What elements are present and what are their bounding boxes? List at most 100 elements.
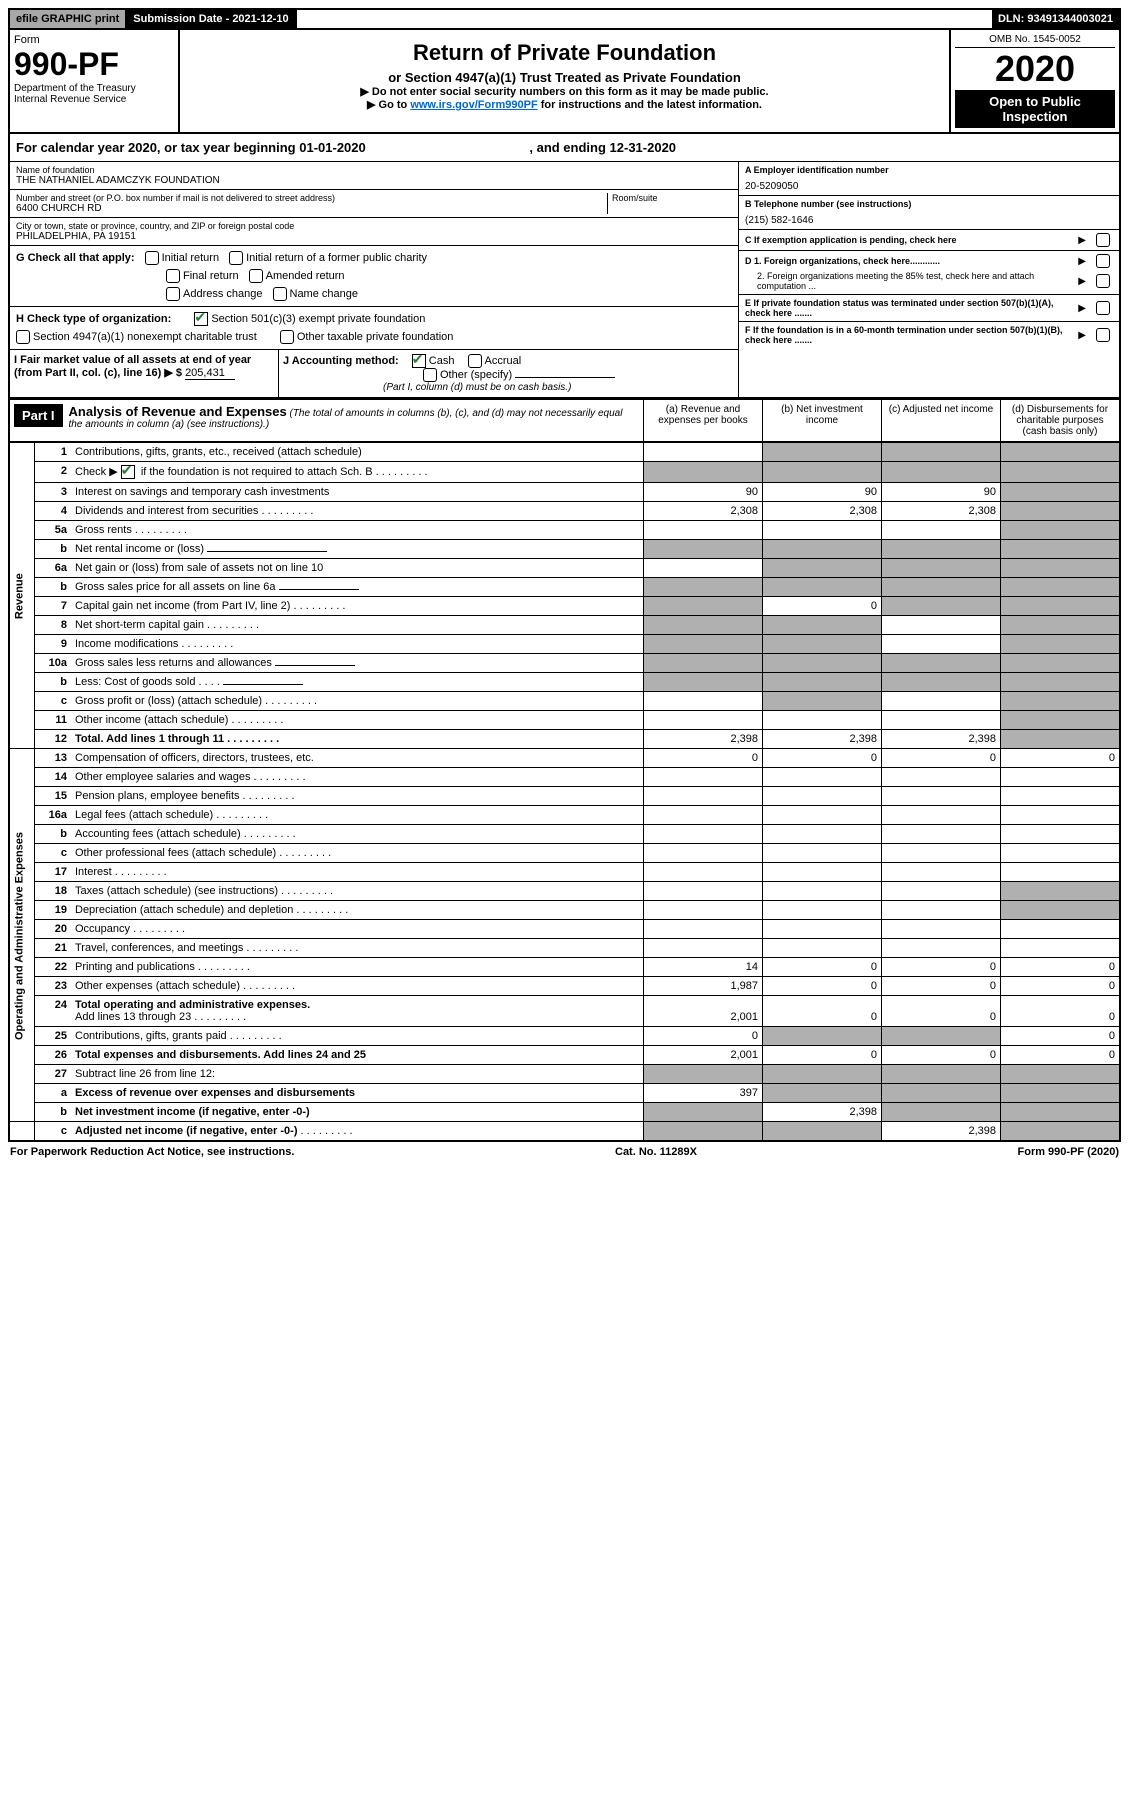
table-row: 11Other income (attach schedule) . . . .…: [9, 711, 1120, 730]
dots: . . . . . . . . .: [204, 619, 259, 631]
checkbox-501c3[interactable]: [194, 312, 208, 326]
other-method-input[interactable]: [515, 377, 615, 378]
c-label: C If exemption application is pending, c…: [745, 235, 1068, 245]
checkbox-d1[interactable]: [1096, 254, 1110, 268]
line-desc: Subtract line 26 from line 12:: [71, 1065, 644, 1084]
checkbox-e[interactable]: [1096, 301, 1110, 315]
checkbox-f[interactable]: [1096, 328, 1110, 342]
checkbox-exemption-pending[interactable]: [1096, 233, 1110, 247]
table-row: 12Total. Add lines 1 through 11 . . . . …: [9, 730, 1120, 749]
checkbox-initial-former[interactable]: [229, 251, 243, 265]
table-row: 4 Dividends and interest from securities…: [9, 502, 1120, 521]
line-num: 23: [35, 977, 72, 996]
checkbox-final-return[interactable]: [166, 269, 180, 283]
table-row: 10aGross sales less returns and allowanc…: [9, 654, 1120, 673]
table-row: cAdjusted net income (if negative, enter…: [9, 1122, 1120, 1142]
footer-left: For Paperwork Reduction Act Notice, see …: [10, 1146, 294, 1158]
spacer: [297, 16, 992, 22]
i-j-row: I Fair market value of all assets at end…: [10, 350, 738, 397]
r2-pre: Check ▶: [75, 466, 121, 478]
phone-label: B Telephone number (see instructions): [745, 199, 1113, 209]
input-5b[interactable]: [207, 551, 327, 552]
note-post: for instructions and the latest informat…: [538, 99, 762, 111]
submission-date-label: Submission Date - 2021-12-10: [127, 10, 296, 28]
cell-value: 0: [1001, 1027, 1121, 1046]
checkbox-other-method[interactable]: [423, 368, 437, 382]
line-desc: Net rental income or (loss): [71, 540, 644, 559]
checkbox-d2[interactable]: [1096, 274, 1110, 288]
efile-print-button[interactable]: efile GRAPHIC print: [10, 10, 127, 28]
line-desc: Gross sales price for all assets on line…: [71, 578, 644, 597]
line-num: 26: [35, 1046, 72, 1065]
revenue-side-label: Revenue: [9, 443, 35, 749]
cell-value: 0: [882, 977, 1001, 996]
cell-value: 0: [644, 749, 763, 768]
dots: . . . . . . . . .: [191, 1011, 246, 1023]
dots: . . . . . . . . .: [240, 980, 295, 992]
table-row: Operating and Administrative Expenses 13…: [9, 749, 1120, 768]
arrow-icon: ▶: [1078, 303, 1086, 314]
input-10b[interactable]: [223, 684, 303, 685]
checkbox-amended-return[interactable]: [249, 269, 263, 283]
input-10a[interactable]: [275, 665, 355, 666]
cell-value: 0: [1001, 977, 1121, 996]
part1-header-row: Part I Analysis of Revenue and Expenses …: [8, 399, 1121, 442]
line-num: 10a: [35, 654, 72, 673]
line-num: c: [35, 844, 72, 863]
line-num: c: [35, 692, 72, 711]
table-row: bLess: Cost of goods sold . . . .: [9, 673, 1120, 692]
other-tax-label: Other taxable private foundation: [297, 331, 454, 343]
line-desc: Occupancy . . . . . . . . .: [71, 920, 644, 939]
e-terminated-cell: E If private foundation status was termi…: [739, 295, 1119, 322]
input-6b[interactable]: [279, 589, 359, 590]
foundation-name-cell: Name of foundation THE NATHANIEL ADAMCZY…: [10, 162, 738, 190]
city-state-zip: PHILADELPHIA, PA 19151: [16, 231, 732, 242]
checkbox-4947[interactable]: [16, 330, 30, 344]
desc: Adjusted net income (if negative, enter …: [75, 1125, 297, 1137]
city-label: City or town, state or province, country…: [16, 221, 732, 231]
checkbox-accrual[interactable]: [468, 354, 482, 368]
table-row: 20Occupancy . . . . . . . . .: [9, 920, 1120, 939]
dots: . . . . . . . . .: [224, 733, 279, 745]
dots: . . . . . . . . .: [130, 923, 185, 935]
cell-value: 0: [1001, 749, 1121, 768]
desc: Gross profit or (loss) (attach schedule): [75, 695, 262, 707]
checkbox-sch-b[interactable]: [121, 465, 135, 479]
table-row: 17Interest . . . . . . . . .: [9, 863, 1120, 882]
cell-value: 2,398: [763, 730, 882, 749]
info-right: A Employer identification number 20-5209…: [738, 162, 1119, 397]
table-row: 19Depreciation (attach schedule) and dep…: [9, 901, 1120, 920]
dots: . . . . . . . . .: [290, 600, 345, 612]
checkbox-other-taxable[interactable]: [280, 330, 294, 344]
line-desc: Depreciation (attach schedule) and deple…: [71, 901, 644, 920]
form-number: 990-PF: [14, 46, 174, 83]
desc: Capital gain net income (from Part IV, l…: [75, 600, 290, 612]
d2-label: 2. Foreign organizations meeting the 85%…: [745, 271, 1068, 291]
checkbox-cash[interactable]: [412, 354, 426, 368]
desc: Income modifications: [75, 638, 178, 650]
analysis-table: Revenue 1 Contributions, gifts, grants, …: [8, 442, 1121, 1142]
table-row: 22Printing and publications . . . . . . …: [9, 958, 1120, 977]
checkbox-address-change[interactable]: [166, 287, 180, 301]
checkbox-initial-return[interactable]: [145, 251, 159, 265]
cal-pre: For calendar year 2020, or tax year begi…: [16, 140, 299, 155]
dots: . . . . . . . . .: [258, 505, 313, 517]
line-desc: Income modifications . . . . . . . . .: [71, 635, 644, 654]
info-left: Name of foundation THE NATHANIEL ADAMCZY…: [10, 162, 738, 397]
irs-link[interactable]: www.irs.gov/Form990PF: [410, 99, 537, 111]
line-num: b: [35, 540, 72, 559]
checkbox-name-change[interactable]: [273, 287, 287, 301]
table-row: 14Other employee salaries and wages . . …: [9, 768, 1120, 787]
cell-value: 2,398: [644, 730, 763, 749]
dots: . . . . . . . . .: [262, 695, 317, 707]
table-row: 27Subtract line 26 from line 12:: [9, 1065, 1120, 1084]
name-label: Name of foundation: [16, 165, 732, 175]
form-title: Return of Private Foundation: [186, 40, 943, 66]
dots: . . . . . . . . .: [132, 524, 187, 536]
line-num: 22: [35, 958, 72, 977]
cell-value: 0: [1001, 1046, 1121, 1065]
cell-value: 0: [763, 749, 882, 768]
desc: Less: Cost of goods sold: [75, 676, 195, 688]
f-termination-cell: F If the foundation is in a 60-month ter…: [739, 322, 1119, 348]
desc: Total operating and administrative expen…: [75, 999, 310, 1011]
